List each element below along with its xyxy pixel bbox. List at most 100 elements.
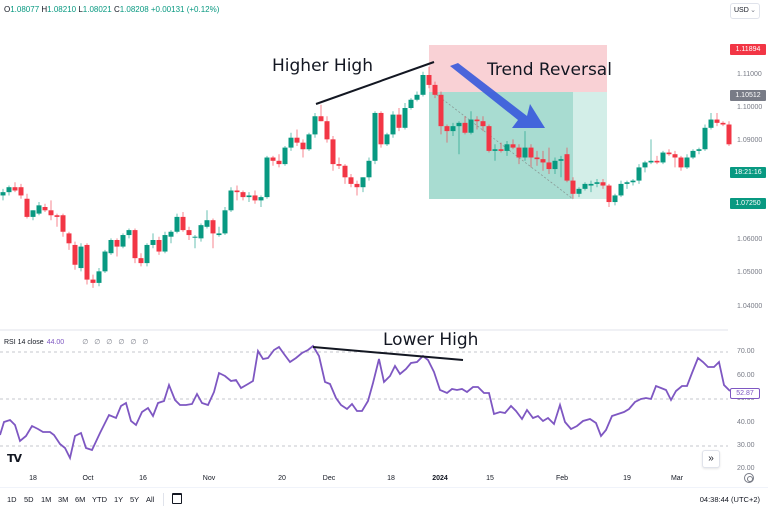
candle-body [348, 177, 354, 184]
clock-timezone[interactable]: 04:38:44 (UTC+2) [699, 495, 760, 504]
candle-body [354, 183, 360, 188]
annotation-lower-high: Lower High [383, 330, 479, 350]
candle-body [336, 164, 342, 166]
candle-body [342, 165, 348, 178]
rsi-na-values: ∅ ∅ ∅ ∅ ∅ ∅ [82, 339, 151, 346]
candle-body [462, 122, 468, 133]
price-axis-label: 1.06000 [737, 236, 763, 243]
time-axis-label: Feb [555, 475, 569, 482]
currency-selector[interactable]: USD ⌄ [730, 3, 760, 19]
candle-body [6, 187, 12, 193]
higher-high-trendline [315, 61, 435, 105]
rsi-axis-label: 40.00 [737, 419, 755, 426]
candle-body [660, 152, 666, 163]
range-button-5d[interactable]: 5D [24, 495, 34, 504]
candle-body [558, 159, 564, 161]
candle-body [546, 162, 552, 170]
candle-body [426, 75, 432, 85]
rsi-line [0, 344, 731, 461]
range-button-5y[interactable]: 5Y [130, 495, 140, 504]
range-button-ytd[interactable]: YTD [92, 495, 107, 504]
candle-body [612, 195, 618, 203]
candle-body [228, 190, 234, 211]
time-axis-label: 18 [29, 475, 37, 482]
candle-body [234, 190, 240, 193]
candle-body [150, 240, 156, 245]
range-button-all[interactable]: All [146, 495, 155, 504]
lower-high-trendline [312, 346, 464, 361]
candle-body [420, 75, 426, 95]
rsi-legend[interactable]: RSI 14 close 44.00 ∅ ∅ ∅ ∅ ∅ ∅ [4, 338, 151, 346]
candle-body [498, 149, 504, 151]
candle-body [168, 231, 174, 237]
candle-body [444, 126, 450, 132]
candle-body [282, 147, 288, 165]
candle-body [324, 121, 330, 140]
candle-body [474, 119, 480, 122]
range-button-1d[interactable]: 1D [7, 495, 17, 504]
time-axis-label: 2024 [432, 475, 448, 482]
candle-body [60, 215, 66, 232]
candle-body [246, 195, 252, 198]
candle-body [36, 205, 42, 214]
candle-body [156, 240, 162, 252]
price-axis-label: 1.10000 [737, 104, 763, 111]
candle-body [720, 122, 726, 125]
toolbar-separator [163, 493, 164, 506]
candle-body [204, 220, 210, 227]
rsi-axis-label: 70.00 [737, 348, 755, 355]
scroll-to-realtime-button[interactable]: » [702, 450, 720, 468]
settings-gear-icon[interactable] [744, 473, 754, 483]
candle-body [102, 251, 108, 272]
tradingview-logo-icon[interactable]: TV [7, 452, 22, 465]
candle-body [450, 126, 456, 132]
candle-body [72, 244, 78, 265]
time-axis-label: Nov [202, 475, 216, 482]
candle-body [192, 236, 198, 238]
candle-body [120, 235, 126, 247]
range-button-1y[interactable]: 1Y [114, 495, 124, 504]
candle-body [180, 216, 186, 231]
candle-body [378, 112, 384, 145]
candle-body [696, 149, 702, 151]
candle-body [108, 240, 114, 254]
time-axis-label: 20 [278, 475, 286, 482]
candle-body [210, 220, 216, 234]
candle-body [516, 147, 522, 158]
candle-body [198, 225, 204, 239]
price-tag: 18:21:16 [730, 167, 766, 178]
candle-body [30, 210, 36, 217]
time-axis[interactable]: 18 Oct 16 Nov 20 Dec 18 2024 15 Feb 19 Mar [0, 470, 728, 486]
candle-body [66, 233, 72, 244]
time-axis-label: 16 [139, 475, 147, 482]
rsi-name: RSI 14 close [4, 339, 44, 346]
candle-body [132, 230, 138, 259]
annotation-trend-reversal: Trend Reversal [487, 60, 612, 80]
time-axis-label: Dec [322, 475, 336, 482]
candle-body [594, 182, 600, 184]
candle-body [654, 160, 660, 163]
price-tag: 1.10512 [730, 90, 766, 101]
range-button-1m[interactable]: 1M [41, 495, 52, 504]
candle-body [678, 157, 684, 168]
candle-body [588, 183, 594, 186]
candle-body [528, 147, 534, 158]
candle-body [432, 84, 438, 95]
candle-body [630, 180, 636, 183]
ohlc-legend: O1.08077 H1.08210 L1.08021 C1.08208 +0.0… [4, 5, 220, 14]
candle-body [570, 180, 576, 194]
rsi-axis-label: 60.00 [737, 372, 755, 379]
close-value: 1.08208 [119, 5, 149, 14]
candle-body [360, 177, 366, 188]
range-button-3m[interactable]: 3M [58, 495, 69, 504]
candle-body [54, 215, 60, 217]
candle-body [366, 160, 372, 178]
range-button-6m[interactable]: 6M [75, 495, 86, 504]
go-to-date-calendar-icon[interactable] [172, 493, 182, 504]
candle-body [330, 139, 336, 165]
trend-arrow-icon [450, 63, 545, 128]
candle-body [312, 116, 318, 135]
candle-body [288, 137, 294, 148]
